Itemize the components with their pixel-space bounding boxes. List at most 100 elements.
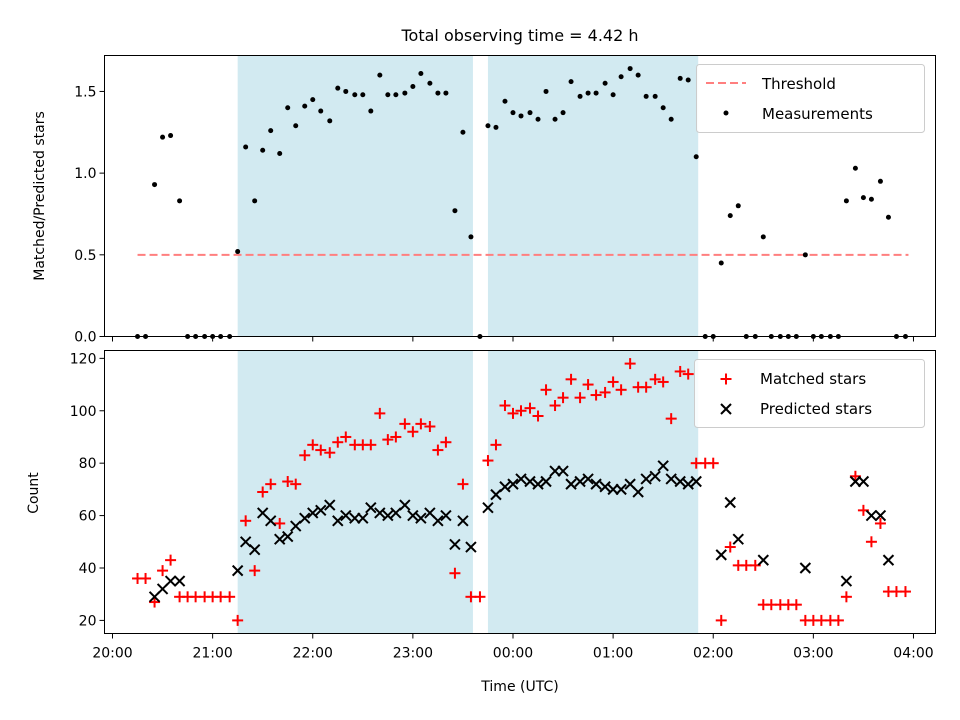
predicted-star-point [882, 554, 895, 566]
matched-star-point [607, 376, 619, 388]
measurement-point [427, 80, 433, 86]
predicted-star-point [324, 499, 336, 511]
legend-matched-swatch [720, 373, 732, 385]
matched-star-point [599, 386, 611, 398]
predicted-star-point [640, 473, 652, 485]
matched-star-point [707, 457, 719, 469]
predicted-star-point [582, 473, 594, 485]
bottom-y-tick-label: 40 [79, 561, 97, 577]
top-y-axis-label: Matched/Predicted stars [32, 111, 48, 281]
matched-star-point [257, 486, 269, 498]
measurement-point [552, 116, 558, 122]
measurement-point [643, 93, 649, 99]
predicted-star-point [399, 499, 411, 511]
measurement-point [610, 92, 616, 98]
bottom-y-tick-label: 120 [70, 351, 97, 367]
top-legend-box [696, 64, 925, 133]
predicted-star-point [540, 475, 552, 488]
predicted-star-point [248, 543, 261, 556]
predicted-star-point [307, 507, 319, 519]
top-y-tick-label: 1.5 [74, 84, 96, 100]
predicted-star-point [715, 549, 727, 561]
predicted-star-point [665, 473, 677, 485]
matched-star-point [457, 478, 469, 490]
matched-star-point [240, 515, 252, 527]
predicted-star-point [649, 470, 661, 482]
measurement-point [410, 84, 416, 90]
predicted-star-point [415, 512, 427, 524]
top-shaded-span [487, 55, 699, 337]
measurement-point [843, 198, 849, 204]
predicted-star-point [274, 533, 286, 545]
measurement-point [877, 178, 883, 184]
legend-predicted-swatch [720, 403, 732, 415]
predicted-star-point [724, 496, 736, 509]
matched-star-point [574, 392, 586, 404]
matched-star-point [374, 407, 386, 419]
legend-matched-label: Matched stars [760, 370, 866, 388]
predicted-star-point [690, 475, 702, 488]
predicted-star-point [599, 481, 611, 493]
measurement-point [360, 92, 366, 98]
predicted-star-point [565, 478, 577, 490]
top-y-tick-label: 1.0 [74, 166, 96, 182]
predicted-star-point [682, 478, 694, 490]
matched-star-point [532, 410, 544, 422]
matched-star-point [324, 447, 336, 459]
matched-star-point [482, 455, 494, 467]
matched-star-point [407, 426, 419, 438]
matched-star-point [682, 368, 694, 380]
measurement-point [335, 85, 341, 91]
bottom-panel: 20 40 60 80 100 120 20:00 21:00 22:00 23:00 00:00… [26, 350, 936, 695]
measurement-point [560, 110, 566, 116]
measurement-point [627, 66, 633, 72]
measurement-point [677, 75, 683, 81]
measurement-point [568, 79, 574, 85]
measurement-point [468, 234, 474, 240]
bottom-x-tick-label: 04:00 [893, 646, 933, 662]
predicted-star-point [290, 520, 302, 532]
matched-star-point [274, 517, 286, 529]
legend-threshold-label: Threshold [761, 75, 836, 93]
predicted-star-point [382, 509, 394, 522]
measurement-point [527, 110, 533, 116]
bottom-x-tick-label: 01:00 [593, 646, 633, 662]
predicted-star-point [732, 533, 744, 545]
bottom-y-tick-label: 60 [79, 509, 97, 525]
measurement-point [368, 108, 374, 114]
measurement-point [510, 110, 516, 116]
measurement-point [385, 92, 391, 98]
legend-measurement-swatch [723, 110, 729, 116]
predicted-star-point [757, 554, 769, 566]
bottom-legend: Matched stars Predicted stars [694, 359, 925, 428]
predicted-star-point [440, 509, 452, 522]
matched-star-point [899, 586, 911, 598]
matched-star-point [449, 567, 461, 579]
measurement-point [577, 93, 583, 99]
matched-star-point [624, 358, 636, 370]
measurement-point [243, 144, 249, 150]
measurement-point [485, 123, 491, 129]
bottom-y-ticks: 20 40 60 80 100 120 [70, 351, 105, 629]
bottom-y-tick-label: 100 [70, 404, 97, 420]
measurement-point [885, 214, 891, 220]
measurement-point [260, 147, 266, 153]
predicted-stars-points [148, 460, 895, 603]
bottom-y-tick-label: 80 [79, 456, 97, 472]
matched-star-point [582, 379, 594, 391]
predicted-star-point [164, 575, 177, 587]
predicted-star-point [857, 475, 870, 488]
matched-star-point [515, 405, 527, 417]
predicted-star-point [365, 502, 377, 514]
measurement-point [718, 260, 724, 266]
predicted-star-point [465, 541, 477, 553]
measurement-point [618, 74, 624, 80]
predicted-star-point [874, 509, 887, 522]
measurement-point [727, 213, 733, 219]
predicted-star-point [590, 478, 602, 490]
top-axes-frame [104, 55, 936, 337]
matched-star-point [440, 436, 452, 448]
measurement-point [802, 252, 808, 258]
matched-star-point [674, 365, 686, 377]
predicted-star-point [264, 515, 277, 527]
